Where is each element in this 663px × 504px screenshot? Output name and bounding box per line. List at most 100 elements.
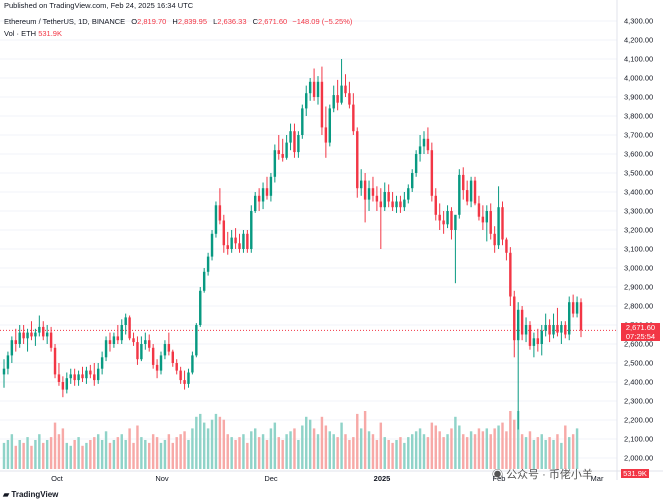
candle-body bbox=[359, 180, 363, 189]
candle-body bbox=[218, 205, 222, 221]
price-tick-label: 2,100.00 bbox=[624, 435, 653, 444]
volume-bar bbox=[148, 442, 151, 469]
candle-body bbox=[399, 201, 402, 208]
volume-bar bbox=[104, 431, 108, 469]
candle-body bbox=[42, 326, 45, 337]
candle-body bbox=[22, 332, 25, 339]
candle-body bbox=[206, 256, 210, 272]
candle-body bbox=[462, 174, 465, 191]
candle-body bbox=[316, 81, 320, 97]
volume-bar bbox=[65, 442, 69, 469]
volume-bar bbox=[462, 434, 465, 469]
tradingview-logo[interactable]: ▰ TradingView bbox=[3, 490, 58, 499]
tv-logo-icon: ▰ bbox=[3, 490, 10, 499]
candle-body bbox=[167, 344, 171, 352]
volume-bar bbox=[2, 442, 6, 469]
volume-bar bbox=[45, 440, 49, 469]
volume-bar bbox=[356, 413, 359, 469]
candle-body bbox=[65, 378, 69, 390]
volume-bar bbox=[383, 437, 386, 469]
volume-bar bbox=[418, 428, 422, 469]
volume-bar bbox=[179, 434, 182, 469]
last-price-tag: 2,671.60 07:25:54 bbox=[621, 323, 660, 341]
candle-body bbox=[407, 188, 410, 200]
candle-body bbox=[477, 203, 481, 217]
volume-bar bbox=[93, 437, 96, 469]
candle-body bbox=[454, 214, 457, 230]
high-label: H bbox=[172, 17, 178, 26]
candle-body bbox=[116, 336, 120, 341]
candle-body bbox=[308, 81, 312, 94]
candle-body bbox=[324, 127, 328, 143]
volume-bar bbox=[261, 434, 265, 469]
candle-body bbox=[336, 95, 339, 103]
volume-bar bbox=[155, 437, 159, 469]
candle-body bbox=[422, 138, 426, 147]
volume-bar bbox=[281, 440, 284, 469]
volume-bar bbox=[199, 413, 202, 469]
volume-bar bbox=[159, 442, 163, 469]
volume-bar bbox=[469, 431, 473, 469]
volume-bar bbox=[336, 437, 339, 469]
candle-body bbox=[509, 252, 512, 297]
candle-body bbox=[34, 332, 37, 337]
candle-body bbox=[77, 374, 80, 381]
volume-bar bbox=[289, 431, 292, 469]
candle-body bbox=[45, 332, 49, 337]
price-axis[interactable]: 2,000.00 2,100.00 2,200.00 2,300.00 2,400.00… bbox=[624, 17, 653, 463]
volume-bar bbox=[489, 434, 492, 469]
candle-body bbox=[277, 150, 280, 154]
candle-body bbox=[69, 374, 72, 379]
time-tick-label: Mar bbox=[591, 474, 604, 483]
candle-body bbox=[18, 332, 21, 344]
candle-body bbox=[352, 104, 355, 132]
candle-body bbox=[57, 374, 61, 382]
volume-bar bbox=[10, 434, 14, 469]
volume-label[interactable]: Vol · ETH bbox=[4, 29, 37, 38]
volume-bar bbox=[250, 431, 253, 469]
volume-bar bbox=[564, 425, 567, 469]
candle-body bbox=[552, 325, 555, 335]
volume-bar bbox=[481, 431, 485, 469]
volume-bar bbox=[458, 425, 461, 469]
candle-body bbox=[332, 95, 335, 109]
candle-body bbox=[253, 195, 257, 211]
time-tick-label: 2025 bbox=[374, 474, 391, 483]
volume-bar bbox=[359, 428, 363, 469]
volume-bar bbox=[454, 416, 457, 469]
symbol-title[interactable]: Ethereum / TetherUS, 1D, BINANCE bbox=[4, 17, 126, 26]
volume-bar bbox=[450, 428, 453, 469]
volume-bar bbox=[53, 422, 57, 469]
volume-bar bbox=[293, 428, 296, 469]
candle-body bbox=[379, 201, 383, 208]
price-tick-label: 3,700.00 bbox=[624, 131, 653, 140]
candle-body bbox=[481, 216, 485, 223]
time-tick-label: Oct bbox=[51, 474, 64, 483]
price-tick-label: 2,900.00 bbox=[624, 283, 653, 292]
volume-bar bbox=[297, 440, 300, 469]
candle-body bbox=[579, 302, 583, 331]
bar-countdown: 07:25:54 bbox=[625, 332, 656, 341]
candle-body bbox=[261, 188, 265, 202]
candle-body bbox=[171, 351, 174, 363]
volume-bar bbox=[426, 437, 430, 469]
volume-bar bbox=[363, 411, 367, 469]
candle-body bbox=[124, 317, 127, 325]
volume-bar bbox=[136, 425, 139, 469]
candle-body bbox=[159, 355, 163, 371]
volume-bar bbox=[493, 428, 496, 469]
candle-body bbox=[367, 188, 371, 200]
volume-bar bbox=[575, 428, 579, 469]
candle-body bbox=[344, 85, 347, 94]
candle-body bbox=[556, 325, 559, 333]
candle-body bbox=[548, 325, 551, 335]
price-tick-label: 2,500.00 bbox=[624, 359, 653, 368]
volume-bar bbox=[210, 419, 214, 469]
candle-body bbox=[536, 338, 540, 344]
price-tick-label: 2,300.00 bbox=[624, 397, 653, 406]
volume-bar bbox=[226, 434, 229, 469]
time-axis[interactable]: Oct Nov Dec 2025 Feb Mar bbox=[0, 470, 663, 483]
watermark-text: 公众号 · 币佬小羊 bbox=[506, 469, 593, 481]
grid-lines bbox=[0, 0, 618, 480]
